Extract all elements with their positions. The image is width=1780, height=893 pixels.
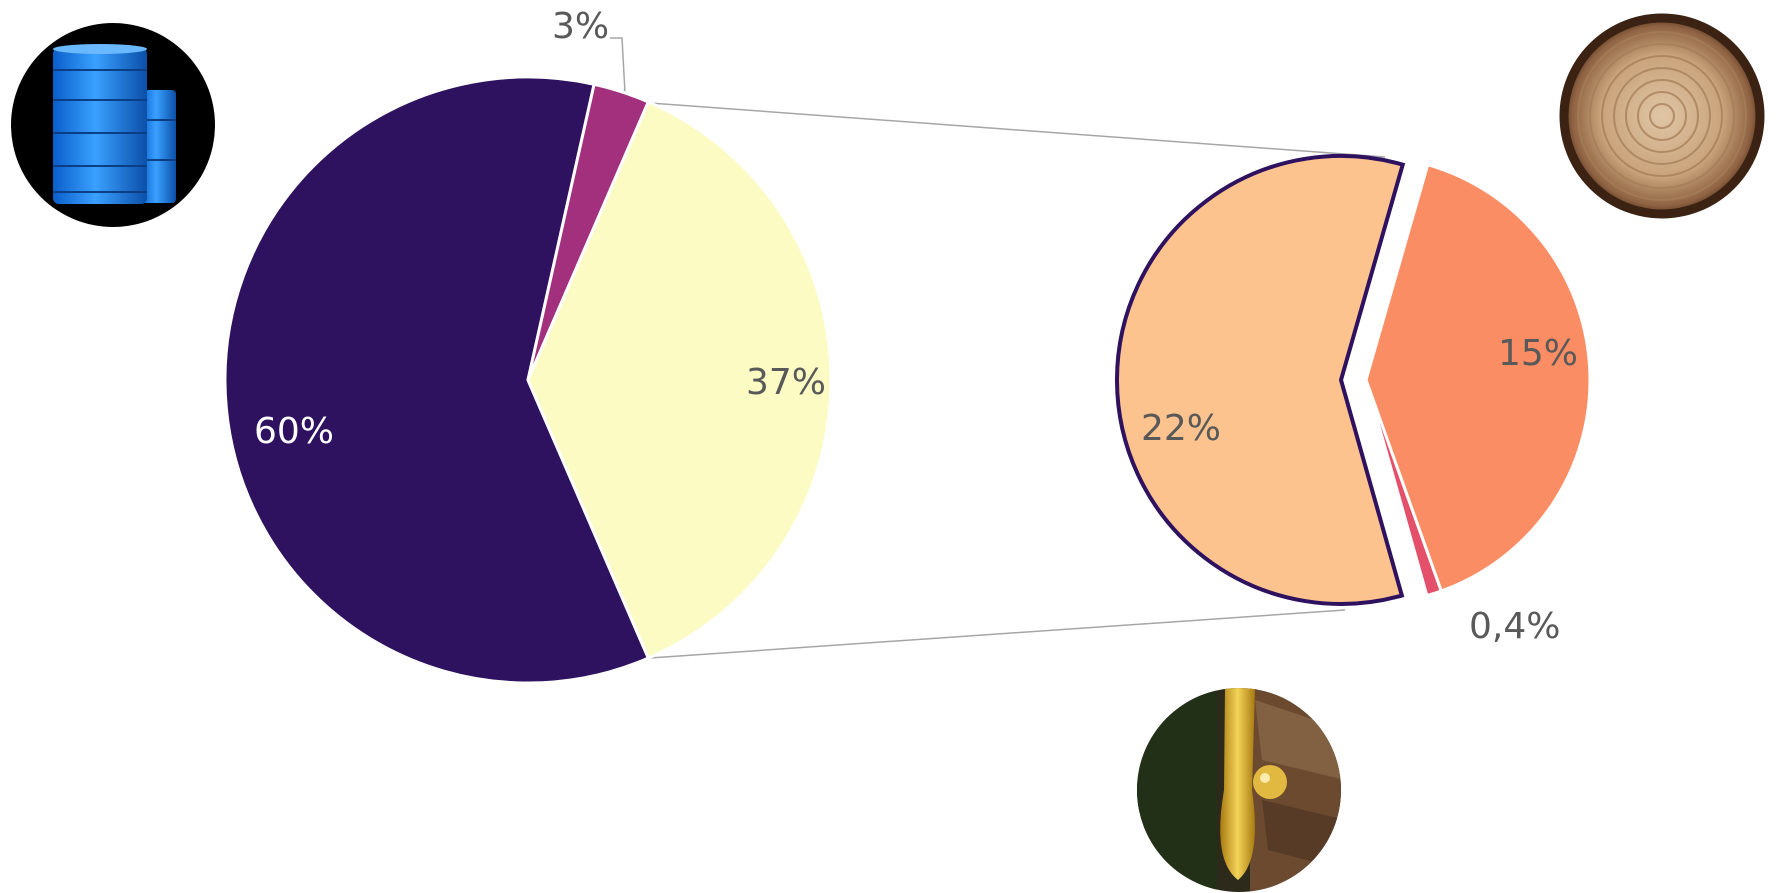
main-label-37: 37%: [746, 362, 826, 403]
connector-lines: [610, 37, 1386, 659]
breakdown-pie: [1115, 153, 1592, 606]
main-label-60: 60%: [254, 411, 334, 452]
label-leader-line-3pct: [610, 37, 626, 94]
breakdown-pie-slice-2: [1115, 153, 1406, 606]
resin-drop-icon: [1137, 688, 1341, 892]
connector-line-bottom: [649, 609, 1346, 659]
wood-log-cross-section-icon: [1559, 13, 1765, 219]
oil-barrels-icon: [11, 23, 215, 227]
main-pie: [223, 75, 833, 685]
breakdown-pie-slice-0: [1364, 162, 1592, 593]
main-pie-slice-2: [526, 99, 833, 661]
main-pie-slice-0: [223, 75, 651, 685]
data-labels: 60% 3% 37% 15% 0,4% 22%: [254, 6, 1578, 647]
breakdown-label-15: 15%: [1498, 333, 1578, 374]
main-label-3: 3%: [552, 6, 609, 47]
breakdown-pie-slice-1: [1364, 379, 1444, 598]
breakdown-label-0-4: 0,4%: [1469, 606, 1560, 647]
breakdown-label-22: 22%: [1141, 408, 1221, 449]
connector-line-top: [649, 102, 1386, 158]
